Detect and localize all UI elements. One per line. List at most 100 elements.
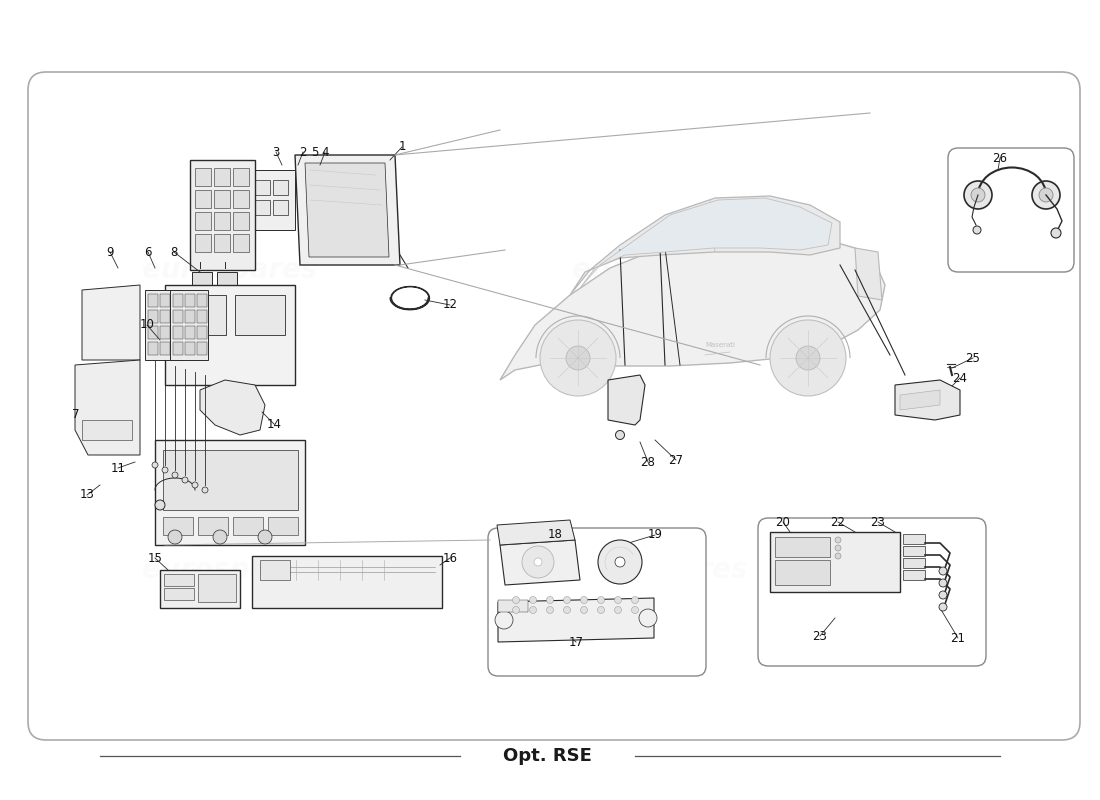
Bar — [164, 588, 194, 600]
Polygon shape — [900, 390, 940, 410]
Polygon shape — [250, 170, 295, 230]
Bar — [160, 310, 170, 323]
Bar — [217, 272, 236, 290]
Text: Maserati: Maserati — [705, 342, 735, 348]
Text: 28: 28 — [640, 455, 656, 469]
Bar — [273, 180, 288, 195]
Text: 18: 18 — [548, 529, 562, 542]
Circle shape — [192, 482, 198, 488]
Bar — [214, 190, 230, 208]
Text: 15: 15 — [147, 551, 163, 565]
Text: 1: 1 — [398, 141, 406, 154]
Polygon shape — [165, 285, 295, 385]
Circle shape — [581, 606, 587, 614]
Bar — [172, 342, 182, 355]
Bar — [197, 310, 207, 323]
Text: 2: 2 — [299, 146, 307, 158]
Bar — [260, 560, 290, 580]
Bar — [163, 450, 298, 510]
Circle shape — [581, 597, 587, 603]
Bar — [148, 294, 158, 307]
Text: 25: 25 — [966, 351, 980, 365]
Circle shape — [213, 530, 227, 544]
Circle shape — [495, 611, 513, 629]
Bar — [173, 294, 183, 307]
Polygon shape — [500, 233, 886, 380]
Circle shape — [540, 320, 616, 396]
Polygon shape — [200, 380, 265, 435]
Bar — [233, 517, 263, 535]
Circle shape — [566, 346, 590, 370]
Text: 5: 5 — [311, 146, 319, 158]
Bar — [776, 537, 830, 557]
Bar — [185, 294, 195, 307]
FancyBboxPatch shape — [948, 148, 1074, 272]
Polygon shape — [145, 290, 183, 360]
Bar — [172, 326, 182, 339]
Bar — [176, 295, 226, 335]
FancyBboxPatch shape — [758, 518, 986, 666]
Text: 3: 3 — [273, 146, 279, 158]
Bar — [903, 570, 925, 580]
Bar — [148, 342, 158, 355]
Text: 27: 27 — [669, 454, 683, 466]
Bar — [173, 342, 183, 355]
Circle shape — [639, 609, 657, 627]
Circle shape — [939, 603, 947, 611]
Polygon shape — [855, 248, 882, 300]
Circle shape — [974, 226, 981, 234]
Bar — [214, 234, 230, 252]
Circle shape — [1040, 188, 1053, 202]
Polygon shape — [608, 375, 645, 425]
Bar — [252, 556, 442, 608]
Circle shape — [964, 181, 992, 209]
Bar — [148, 310, 158, 323]
Bar — [195, 190, 211, 208]
FancyBboxPatch shape — [488, 528, 706, 676]
Bar — [235, 295, 285, 335]
Bar — [185, 310, 195, 323]
Circle shape — [616, 430, 625, 439]
Bar — [233, 212, 249, 230]
Bar — [214, 168, 230, 186]
Text: 11: 11 — [110, 462, 125, 474]
Text: 17: 17 — [569, 635, 583, 649]
Circle shape — [152, 462, 158, 468]
Circle shape — [155, 500, 165, 510]
Circle shape — [563, 606, 571, 614]
Text: 13: 13 — [79, 489, 95, 502]
Bar — [198, 517, 228, 535]
FancyBboxPatch shape — [28, 72, 1080, 740]
Text: 23: 23 — [813, 630, 827, 642]
Text: 26: 26 — [992, 151, 1008, 165]
Bar — [82, 420, 132, 440]
Circle shape — [162, 467, 168, 473]
Circle shape — [796, 346, 820, 370]
Polygon shape — [190, 160, 255, 270]
Text: 10: 10 — [140, 318, 154, 331]
Bar — [172, 294, 182, 307]
Circle shape — [615, 606, 622, 614]
Bar — [770, 532, 900, 592]
Circle shape — [971, 188, 984, 202]
Circle shape — [547, 597, 553, 603]
Bar — [197, 294, 207, 307]
Polygon shape — [895, 380, 960, 420]
Circle shape — [522, 546, 554, 578]
Circle shape — [939, 567, 947, 575]
Text: 23: 23 — [870, 515, 886, 529]
Polygon shape — [500, 540, 580, 585]
Text: eurospares: eurospares — [572, 256, 748, 284]
Polygon shape — [497, 520, 575, 545]
Text: 8: 8 — [170, 246, 178, 258]
Bar — [255, 200, 270, 215]
Circle shape — [939, 579, 947, 587]
Circle shape — [202, 487, 208, 493]
Bar — [164, 574, 194, 586]
Text: eurospares: eurospares — [572, 556, 748, 584]
Bar — [160, 342, 170, 355]
Bar — [903, 546, 925, 556]
Polygon shape — [295, 155, 400, 265]
Circle shape — [258, 530, 272, 544]
Bar — [197, 342, 207, 355]
